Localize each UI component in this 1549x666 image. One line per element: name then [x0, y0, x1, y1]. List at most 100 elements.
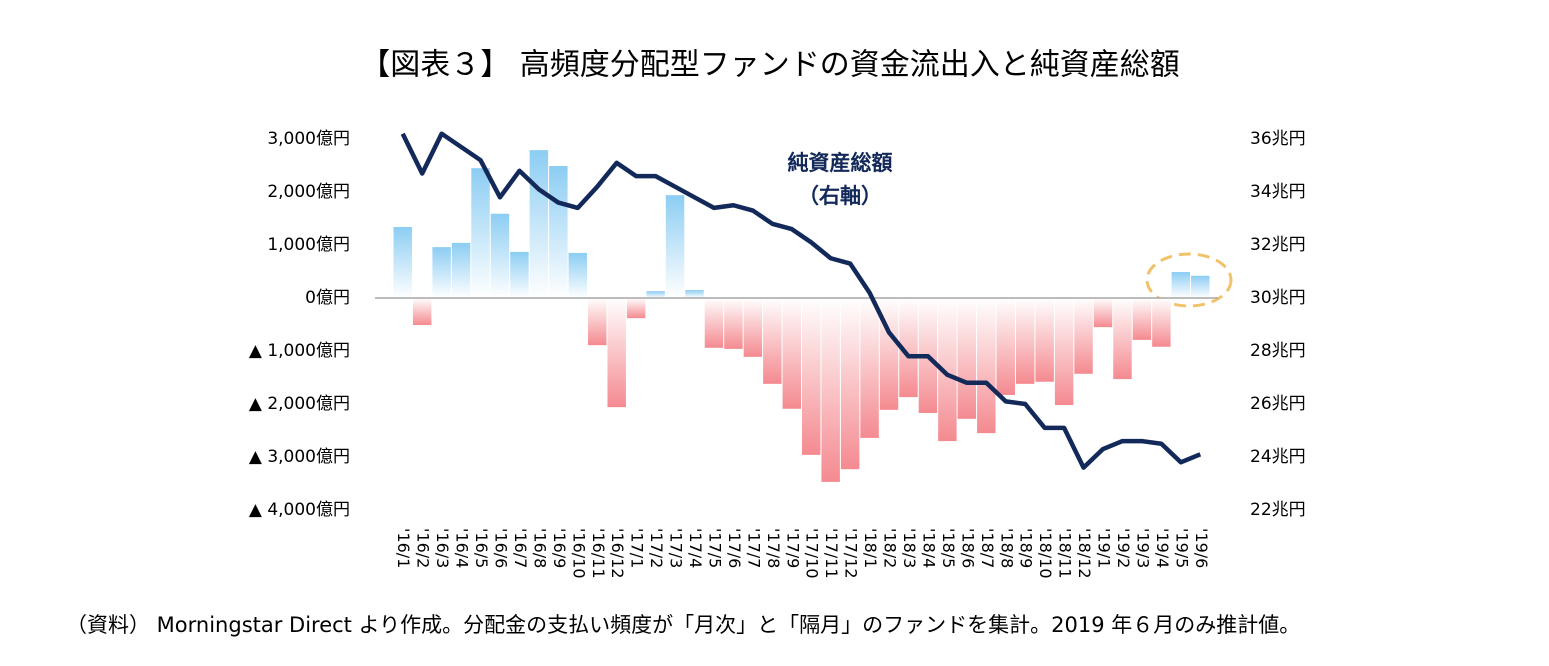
- y-tick-label: ▲ 1,000億円: [249, 341, 350, 361]
- y-tick-label: ▲ 3,000億円: [249, 447, 350, 467]
- bar: [763, 298, 782, 384]
- bar: [1113, 298, 1132, 380]
- x-tick-label: '17/9: [783, 528, 802, 568]
- x-tick-label: '17/12: [842, 528, 861, 579]
- x-tick-label: '18/8: [997, 528, 1016, 568]
- x-tick-label: '17/11: [822, 528, 841, 579]
- bar: [1171, 272, 1191, 298]
- x-tick-label: '19/6: [1192, 528, 1211, 568]
- x-tick-label: '16/5: [472, 528, 491, 568]
- bar: [860, 298, 879, 438]
- bar: [529, 150, 549, 298]
- bar: [1035, 298, 1054, 382]
- x-tick-label: '18/9: [1017, 528, 1036, 568]
- y-tick-label: ▲ 4,000億円: [249, 500, 350, 520]
- bar: [685, 290, 704, 298]
- bar: [1152, 298, 1171, 347]
- bar: [724, 298, 743, 349]
- x-tick-label: '17/10: [803, 528, 822, 579]
- bar: [393, 226, 412, 298]
- x-tick-label: '16/12: [608, 528, 627, 579]
- x-tick-label: '17/7: [744, 528, 763, 568]
- y2-tick-label: 36兆円: [1250, 129, 1306, 149]
- y-tick-label: 2,000億円: [267, 182, 350, 202]
- y2-tick-label: 26兆円: [1250, 394, 1306, 414]
- x-tick-label: '19/1: [1095, 528, 1114, 568]
- y2-tick-label: 30兆円: [1250, 288, 1306, 308]
- bar: [1074, 298, 1093, 374]
- y2-tick-label: 28兆円: [1250, 341, 1306, 361]
- x-tick-label: '16/7: [511, 528, 530, 568]
- bar: [549, 166, 568, 298]
- bar: [412, 298, 432, 326]
- annotation: 純資産総額: [788, 151, 893, 175]
- x-tick-label: '18/3: [900, 528, 919, 568]
- bar: [840, 298, 860, 470]
- highlight-ellipse: [1145, 252, 1233, 308]
- x-tick-label: '17/5: [705, 528, 724, 568]
- x-tick-label: '16/6: [491, 528, 510, 568]
- bar: [743, 298, 763, 357]
- x-tick-label: '17/2: [647, 528, 666, 568]
- x-tick-label: '17/3: [667, 528, 686, 568]
- bar: [588, 298, 607, 346]
- x-tick-label: '18/6: [958, 528, 977, 568]
- bar: [646, 291, 665, 298]
- x-tick-label: '19/2: [1114, 528, 1133, 568]
- bar: [821, 298, 840, 482]
- x-tick-label: '16/10: [569, 528, 588, 579]
- x-tick-label: '16/11: [589, 528, 608, 579]
- bar: [607, 298, 626, 408]
- y-tick-label: ▲ 2,000億円: [249, 394, 350, 414]
- bar: [451, 242, 471, 298]
- bar: [626, 298, 646, 319]
- x-tick-label: '17/1: [628, 528, 647, 568]
- bar: [1132, 298, 1152, 340]
- x-tick-label: '17/8: [764, 528, 783, 568]
- footnote: （資料） Morningstar Direct より作成。分配金の支払い頻度が「…: [66, 613, 1300, 637]
- x-tick-label: '18/2: [881, 528, 900, 568]
- bar: [432, 247, 451, 298]
- x-tick-label: '18/11: [1056, 528, 1075, 579]
- x-tick-label: '16/4: [453, 528, 472, 568]
- bar: [957, 298, 977, 419]
- line: [400, 131, 1202, 470]
- x-tick-label: '18/1: [861, 528, 880, 568]
- y-tick-label: 1,000億円: [267, 235, 350, 255]
- y-tick-label: 0億円: [305, 288, 350, 308]
- bar: [977, 298, 996, 434]
- x-tick-label: '19/5: [1172, 528, 1191, 568]
- y2-tick-label: 22兆円: [1250, 500, 1306, 520]
- bar: [1093, 298, 1113, 328]
- bar: [510, 251, 529, 298]
- x-tick-label: '19/4: [1153, 528, 1172, 568]
- x-tick-label: '18/10: [1036, 528, 1055, 579]
- y2-tick-label: 32兆円: [1250, 235, 1306, 255]
- x-tick-label: '16/1: [394, 528, 413, 568]
- x-tick-label: '16/2: [414, 528, 433, 568]
- x-tick-label: '18/5: [939, 528, 958, 568]
- x-tick-label: '18/4: [919, 528, 938, 568]
- bar: [899, 298, 918, 398]
- bar: [802, 298, 821, 455]
- bar: [568, 252, 588, 298]
- bar: [1015, 298, 1035, 384]
- bar: [1191, 275, 1210, 298]
- chart-title: 【図表３】 高頻度分配型ファンドの資金流出入と純資産総額: [360, 48, 1180, 83]
- bar: [665, 195, 685, 298]
- annotation: （右軸）: [798, 184, 882, 208]
- bar: [471, 168, 490, 298]
- bar: [704, 298, 724, 348]
- y2-tick-label: 24兆円: [1250, 447, 1306, 467]
- x-tick-label: '16/9: [550, 528, 569, 568]
- bar: [490, 213, 510, 298]
- x-tick-label: '17/6: [725, 528, 744, 568]
- bar: [1054, 298, 1074, 406]
- x-tick-label: '18/12: [1075, 528, 1094, 579]
- bars: [393, 150, 1210, 482]
- y-tick-label: 3,000億円: [267, 129, 350, 149]
- x-tick-label: '19/3: [1133, 528, 1152, 568]
- x-tick-label: '16/8: [530, 528, 549, 568]
